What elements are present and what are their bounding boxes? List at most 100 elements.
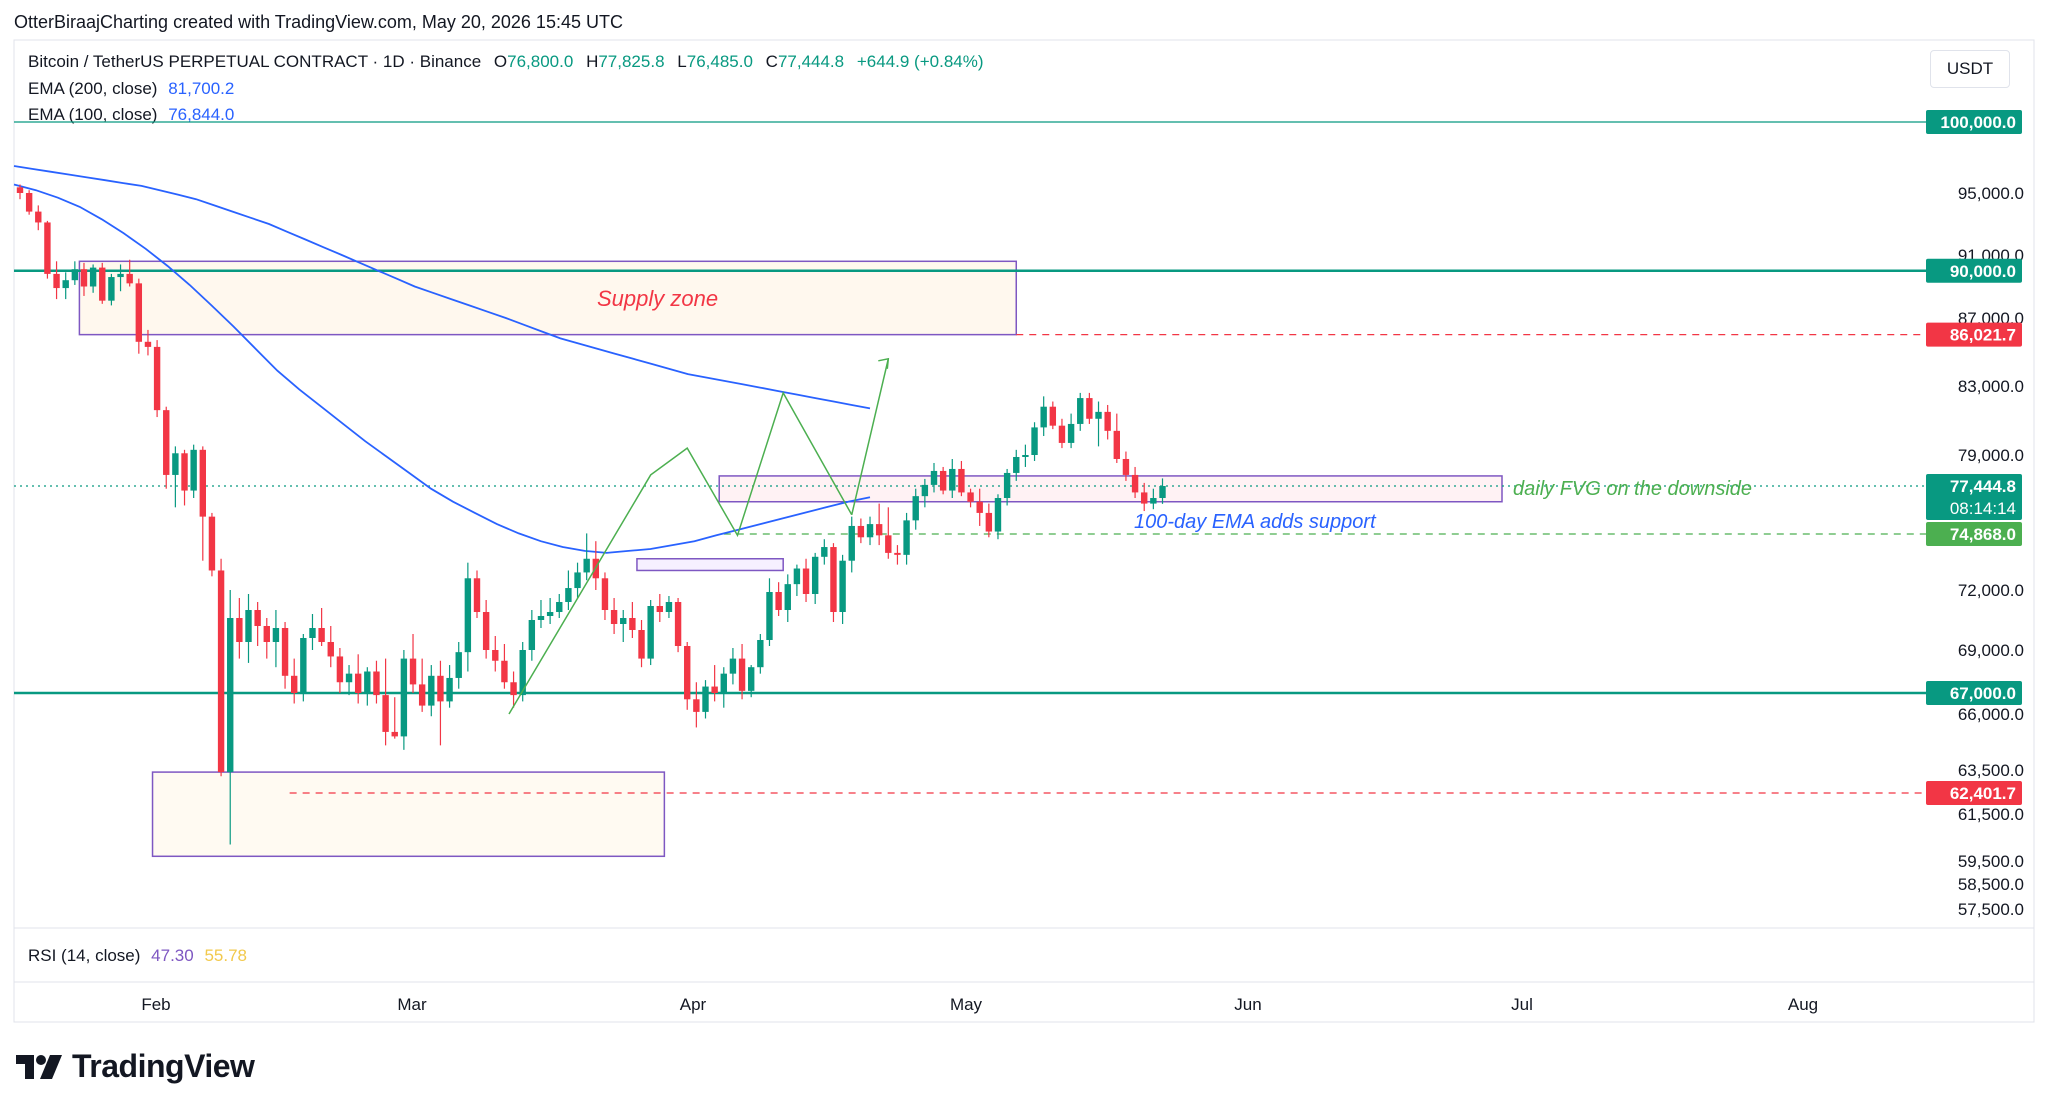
candle <box>446 665 453 708</box>
demand-zone-box <box>151 771 666 858</box>
time-axis-label: Jun <box>1234 995 1261 1014</box>
projection-arrow <box>851 358 890 515</box>
candle <box>391 697 398 739</box>
candle-body <box>949 468 956 491</box>
candle <box>437 660 444 746</box>
tradingview-logo-icon <box>16 1054 62 1079</box>
close-value: 77,444.8 <box>777 52 845 71</box>
candle-body <box>674 602 682 646</box>
candle-body <box>894 552 901 555</box>
candle-body <box>501 660 508 683</box>
candle-body <box>684 646 691 700</box>
candle-body <box>44 222 51 274</box>
rsi-label: RSI (14, close) <box>28 946 141 965</box>
candle-body <box>437 675 444 702</box>
pattern-zigzag <box>508 391 853 715</box>
supply-zone-label: Supply zone <box>597 286 718 311</box>
price-badge: 100,000.0 <box>1926 110 2022 134</box>
y-axis-tick-label: 58,500.0 <box>1958 875 2024 894</box>
candle <box>482 600 490 659</box>
candle-body <box>364 671 371 693</box>
close-key: C <box>765 52 778 71</box>
candle <box>400 650 408 750</box>
candle <box>208 512 216 577</box>
candle-body <box>446 677 453 702</box>
candle-body <box>939 470 947 491</box>
candle-body <box>967 492 974 502</box>
candle <box>35 205 42 231</box>
candle <box>272 610 280 668</box>
candle <box>99 262 106 304</box>
open-value: 76,800.0 <box>507 52 574 71</box>
candle-body <box>556 602 563 612</box>
change-value: +644.9 (+0.84%) <box>856 52 984 71</box>
candle-body <box>1058 425 1066 443</box>
candle-body <box>172 453 179 475</box>
candle <box>345 665 353 696</box>
candle-body <box>336 656 344 683</box>
price-badge-bg <box>1926 522 2022 546</box>
tradingview-logo[interactable]: TradingView <box>14 1048 255 1085</box>
candle-body <box>208 516 216 571</box>
candle-body <box>455 652 462 678</box>
candle <box>1159 478 1166 504</box>
symbol-name: Bitcoin / TetherUS PERPETUAL CONTRACT · … <box>28 52 482 71</box>
candle <box>153 340 161 418</box>
rsi-value: 47.30 <box>151 946 194 965</box>
price-badge-bg <box>1926 258 2022 283</box>
candle <box>108 273 115 306</box>
candle-body <box>135 283 143 342</box>
candle <box>528 610 536 661</box>
candle-body <box>930 470 938 485</box>
candle <box>976 488 983 526</box>
price-badge-bg <box>1926 781 2022 805</box>
candle <box>71 261 79 285</box>
candle-body <box>117 273 124 278</box>
candle-body <box>784 584 791 610</box>
candle-body <box>656 606 663 612</box>
candle <box>629 602 636 638</box>
candle-body <box>839 560 846 612</box>
candle <box>117 264 124 292</box>
price-badge-bg <box>1926 322 2022 347</box>
candle <box>720 667 727 708</box>
candle-body <box>482 612 490 650</box>
low-value: 76,485.0 <box>686 52 753 71</box>
candle <box>126 259 133 287</box>
candle <box>592 541 600 590</box>
candle-body <box>1003 472 1011 499</box>
candle-body <box>610 610 618 624</box>
price-badge-bg <box>1926 474 2022 520</box>
candle <box>674 598 682 653</box>
candle <box>729 648 737 685</box>
candle <box>163 406 170 489</box>
candle <box>418 658 426 712</box>
candle-body <box>1159 486 1166 499</box>
candle-body <box>729 658 737 674</box>
price-badge-label: 90,000.0 <box>1950 262 2016 281</box>
candle-body <box>181 453 188 491</box>
candle <box>382 658 389 746</box>
candle <box>811 552 819 604</box>
candle <box>967 488 974 508</box>
candle-body <box>875 524 883 536</box>
rsi-legend[interactable]: RSI (14, close) 47.30 55.78 <box>28 946 247 966</box>
lower-fvg-box <box>636 558 784 572</box>
candle <box>949 458 956 499</box>
candle <box>601 572 609 620</box>
candle-body <box>903 520 910 555</box>
candle-body <box>99 267 106 301</box>
ema100-legend[interactable]: EMA (100, close) 76,844.0 <box>28 105 234 125</box>
y-axis-tick-label: 69,000.0 <box>1958 641 2024 660</box>
candle-body <box>418 684 426 706</box>
candle <box>309 614 316 650</box>
currency-unit-button[interactable]: USDT <box>1930 50 2010 88</box>
candle <box>428 665 435 717</box>
candle <box>757 634 764 674</box>
candle <box>985 503 993 538</box>
supply-zone-box <box>78 260 1018 336</box>
candle <box>875 503 883 546</box>
ema200-legend[interactable]: EMA (200, close) 81,700.2 <box>28 79 234 99</box>
candle <box>821 539 828 565</box>
